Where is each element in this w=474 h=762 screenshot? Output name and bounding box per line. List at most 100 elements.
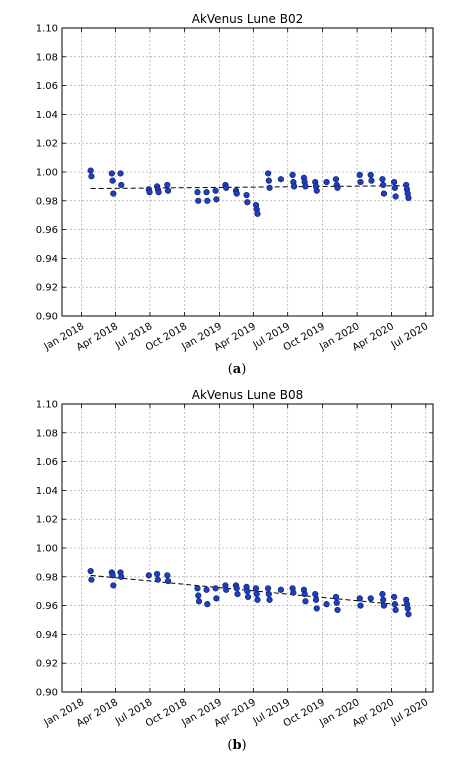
data-point — [312, 590, 319, 598]
data-point — [253, 590, 260, 598]
data-point — [392, 193, 399, 200]
data-point — [332, 593, 340, 601]
data-point — [154, 570, 161, 578]
data-point — [154, 576, 161, 583]
caption-a-open: ( — [227, 362, 233, 377]
y-tick-label: 0.98 — [36, 196, 58, 207]
y-tick-label: 0.96 — [36, 225, 58, 236]
data-point — [203, 586, 210, 593]
data-point — [203, 189, 210, 196]
chart-b-svg: AkVenus Lune B08 0.90 0.92 0.94 0.96 0.98 1.00… — [36, 388, 434, 730]
data-point — [332, 176, 340, 183]
data-point — [244, 593, 252, 601]
caption-b-letter: b — [232, 738, 242, 753]
y-tick-label: 1.06 — [36, 81, 58, 92]
data-point — [265, 590, 272, 598]
trend-line — [90, 574, 409, 607]
data-point — [301, 590, 308, 598]
y-tick-label: 1.00 — [36, 168, 58, 179]
data-point — [264, 585, 272, 592]
data-point — [323, 178, 330, 186]
data-point — [266, 596, 273, 603]
data-point — [110, 582, 117, 589]
data-point — [212, 585, 219, 592]
data-point — [195, 197, 202, 204]
data-point — [380, 602, 388, 609]
y-tick-label: 1.04 — [36, 110, 58, 121]
y-tick-label: 0.90 — [36, 688, 58, 699]
data-point — [223, 586, 230, 593]
y-tick-label: 0.94 — [36, 254, 58, 265]
data-point — [313, 605, 320, 612]
y-tick-label: 0.94 — [36, 630, 58, 641]
y-tick-label: 1.02 — [36, 515, 58, 526]
data-point — [244, 199, 251, 206]
data-point — [391, 601, 398, 608]
data-point — [87, 167, 94, 174]
data-point — [264, 170, 272, 177]
chart-title: AkVenus Lune B08 — [192, 388, 303, 402]
data-point — [312, 596, 320, 603]
data-point — [243, 191, 250, 199]
data-point — [252, 585, 260, 592]
y-tick-label: 0.92 — [36, 659, 58, 670]
data-point — [380, 181, 387, 189]
data-point — [164, 187, 172, 194]
chart-panel-a: AkVenus Lune B02 0.90 0.92 0.94 0.96 0.98 1.00… — [36, 12, 434, 377]
data-point — [290, 589, 297, 596]
data-point — [213, 595, 220, 602]
data-point — [118, 573, 125, 580]
data-point — [334, 184, 341, 191]
y-tick-label: 0.92 — [36, 283, 58, 294]
y-tick-label: 0.96 — [36, 601, 58, 612]
y-tick-label: 1.04 — [36, 486, 58, 497]
y-tick-label: 1.08 — [36, 428, 58, 439]
data-point — [277, 176, 285, 183]
data-point — [380, 596, 387, 603]
y-tick-label: 0.90 — [36, 312, 58, 323]
data-point — [155, 189, 162, 196]
data-point — [109, 572, 116, 579]
data-point — [109, 177, 116, 184]
data-point — [323, 601, 330, 608]
data-point — [404, 605, 411, 612]
data-point — [367, 171, 374, 178]
data-point — [277, 586, 285, 593]
data-point — [233, 190, 240, 197]
caption-b: (b) — [0, 738, 474, 753]
data-point — [356, 171, 363, 178]
y-tick-label: 1.10 — [36, 400, 58, 411]
data-point — [313, 187, 320, 194]
data-point — [164, 181, 171, 189]
caption-a-close: ) — [241, 362, 247, 377]
data-point — [379, 590, 386, 598]
data-point — [391, 184, 398, 191]
y-tick-label: 1.02 — [36, 139, 58, 150]
data-point — [302, 598, 309, 605]
data-point — [356, 595, 363, 602]
data-point — [194, 189, 201, 196]
data-point — [357, 178, 364, 186]
plot-frame — [61, 27, 434, 317]
trend-line — [90, 185, 409, 190]
data-point — [254, 210, 261, 217]
chart-panel-b: AkVenus Lune B08 0.90 0.92 0.94 0.96 0.98 1.00… — [0, 381, 474, 762]
data-point — [145, 572, 152, 579]
data-point — [213, 196, 220, 203]
chart-title: AkVenus Lune B02 — [192, 12, 303, 26]
y-tick-label: 1.00 — [36, 544, 58, 555]
data-point — [289, 171, 296, 178]
data-point — [195, 592, 202, 599]
data-point — [265, 177, 272, 184]
y-tick-label: 0.98 — [36, 572, 58, 583]
data-point — [368, 177, 375, 184]
data-point — [244, 588, 251, 595]
caption-a-letter: a — [232, 362, 242, 377]
data-point — [110, 190, 117, 197]
data-point — [204, 601, 211, 608]
data-point — [117, 170, 124, 177]
data-point — [254, 596, 261, 603]
data-point — [118, 181, 125, 189]
data-point — [223, 184, 230, 191]
data-point — [194, 585, 201, 592]
